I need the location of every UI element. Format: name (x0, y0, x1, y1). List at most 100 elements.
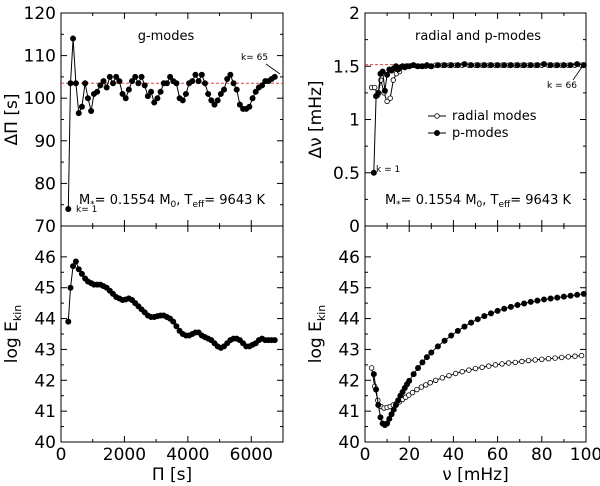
data-point-p-modes (381, 87, 388, 94)
y-tick-label: 40 (34, 433, 56, 453)
data-point-p-modes (441, 337, 448, 344)
x-tick-label: 80 (531, 445, 553, 465)
x-axis-label: ν [mHz] (442, 465, 508, 485)
data-point-radial-modes (414, 386, 420, 393)
data-point-p-modes (527, 298, 534, 305)
data-point-series-0 (119, 90, 126, 97)
x-axis-label: Π [s] (152, 465, 192, 485)
data-point-series-0 (195, 78, 202, 85)
data-point-p-modes (370, 371, 377, 378)
data-point-p-modes (501, 62, 508, 69)
data-point-p-modes (554, 294, 561, 301)
data-point-series-0 (75, 266, 82, 273)
data-point-series-0 (113, 73, 120, 80)
y-axis-label: log Ekin (2, 305, 24, 363)
data-point-series-0 (122, 95, 129, 102)
data-point-radial-modes (565, 354, 572, 360)
x-tick-label: 0 (360, 445, 371, 465)
series-line-series-0 (67, 38, 276, 210)
data-point-series-0 (97, 82, 104, 89)
param-mass-unit-subscript: 0 (171, 200, 177, 210)
data-point-radial-modes (439, 375, 446, 381)
data-point-p-modes (574, 61, 581, 68)
data-point-series-0 (141, 82, 148, 89)
data-point-series-0 (144, 93, 151, 100)
y-tick-label: 41 (34, 402, 56, 422)
y-tick-label: 46 (338, 248, 360, 268)
data-point-series-0 (75, 110, 82, 117)
x-tick-label: 0 (56, 445, 67, 465)
x-tick-label: 4000 (166, 445, 209, 465)
data-point-radial-modes (572, 353, 578, 359)
data-point-series-0 (129, 78, 136, 85)
data-point-series-0 (132, 73, 139, 80)
y-tick-label: 41 (338, 402, 360, 422)
data-point-p-modes (406, 377, 413, 384)
data-point-radial-modes (492, 362, 499, 368)
data-point-p-modes (481, 62, 488, 69)
data-point-series-0 (151, 99, 158, 106)
data-point-series-0 (78, 103, 85, 110)
series-line-series-0 (67, 260, 275, 349)
data-point-p-modes (370, 169, 377, 176)
y-axis-label: log Ekin (306, 305, 328, 363)
y-tick-label: 44 (338, 310, 360, 330)
data-point-p-modes (434, 343, 441, 350)
data-point-radial-modes (409, 389, 416, 396)
y-tick-label: 46 (34, 248, 56, 268)
data-point-series-0 (65, 318, 72, 325)
y-tick-label: 120 (24, 4, 56, 24)
data-point-series-0 (125, 86, 132, 93)
data-point-p-modes (461, 323, 468, 330)
panel-title: radial and p-modes (415, 29, 541, 44)
panel-bottom-left: 40 41 42 43 44 45 46 0 2000 4000 6000 log Ekin Π [s] (2, 225, 284, 485)
y-tick-label: 43 (338, 340, 360, 360)
data-point-p-modes (375, 89, 382, 96)
data-point-series-0 (205, 90, 212, 97)
data-point-radial-modes (387, 95, 393, 101)
y-tick-label: 0 (349, 217, 360, 237)
data-point-radial-modes (406, 392, 412, 398)
y-axis-label-main: log E (2, 321, 22, 363)
data-point-p-modes (541, 61, 548, 68)
y-tick-label: 45 (34, 279, 56, 299)
data-point-series-0 (208, 97, 215, 104)
data-point-p-modes (494, 62, 501, 69)
data-point-p-modes (461, 61, 468, 68)
data-point-series-0 (110, 80, 117, 87)
data-point-series-0 (182, 90, 189, 97)
data-point-series-0 (170, 318, 177, 325)
data-point-p-modes (560, 293, 567, 300)
y-axis-label: Δν [mHz] (306, 80, 326, 158)
data-point-p-modes (554, 62, 561, 69)
data-point-p-modes (547, 295, 554, 302)
stellar-parameters: M*= 0.1554 M0, Teff= 9643 K (385, 193, 572, 210)
data-point-p-modes (487, 62, 494, 69)
data-point-series-0 (259, 82, 266, 89)
data-point-p-modes (419, 359, 426, 366)
data-point-p-modes (410, 371, 417, 378)
y-tick-label: 42 (34, 371, 56, 391)
data-point-series-0 (189, 78, 196, 85)
data-point-series-0 (173, 80, 180, 87)
data-point-radial-modes (558, 354, 565, 361)
data-point-series-0 (173, 323, 180, 330)
data-point-series-0 (157, 88, 164, 95)
data-point-p-modes (547, 62, 554, 69)
x-tick-label: 40 (443, 445, 465, 465)
data-point-p-modes (423, 354, 430, 361)
param-teff-symbol: , T (482, 193, 498, 208)
data-point-series-0 (78, 270, 85, 277)
param-mass-subscript: * (396, 200, 401, 210)
data-point-p-modes (428, 63, 435, 70)
data-point-p-modes (441, 62, 448, 69)
data-point-p-modes (567, 62, 574, 69)
data-point-p-modes (521, 62, 528, 69)
y-axis-label: ΔΠ [s] (2, 94, 22, 146)
data-point-series-0 (179, 97, 186, 104)
data-point-radial-modes (512, 359, 518, 366)
param-mass-symbol: M (79, 193, 90, 208)
data-point-series-0 (271, 73, 278, 80)
data-point-p-modes (377, 414, 384, 421)
data-point-p-modes (507, 303, 514, 310)
